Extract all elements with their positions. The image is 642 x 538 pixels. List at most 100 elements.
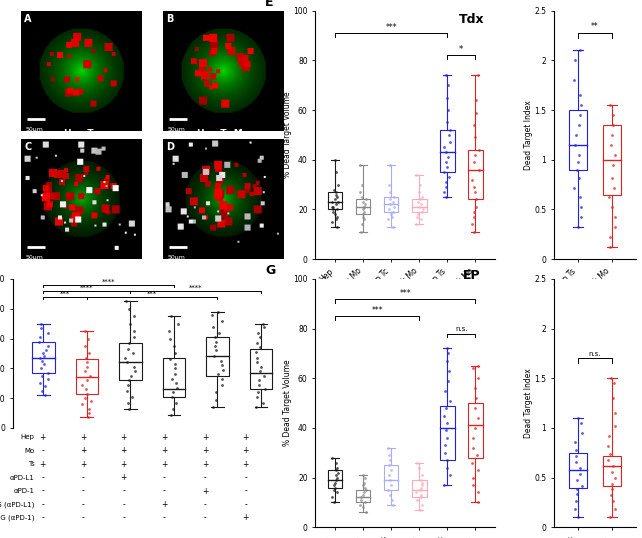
Point [83,404,94,413]
Point [473,488,483,497]
Point [383,215,393,224]
Point [82,363,92,371]
Point [440,71,451,80]
Text: +: + [40,433,46,442]
Point [386,210,397,218]
Point [82,390,92,398]
Point [385,451,395,459]
Point [216,357,227,365]
Point [469,384,480,393]
Point [356,495,366,504]
Point [82,358,92,367]
Text: ****: **** [189,284,202,291]
Point [385,491,395,499]
Bar [440,130,455,172]
Point [412,458,422,467]
Point [473,374,483,383]
Point [383,443,393,452]
Point [214,328,224,337]
Point [442,463,452,472]
Title: Hep Ts: Hep Ts [64,129,98,138]
Bar [603,456,621,485]
Point [469,158,480,167]
Point [384,180,394,189]
Point [608,462,618,470]
Point [331,471,342,479]
Bar [412,200,426,212]
Point [358,213,368,221]
Point [359,478,369,487]
Text: -: - [244,500,247,509]
Text: +: + [243,446,249,455]
Point [84,409,94,417]
Point [571,445,582,454]
Point [609,223,620,231]
Point [442,419,452,427]
Point [571,497,581,506]
Point [331,476,341,484]
Point [358,197,369,206]
Text: G: G [265,264,275,277]
Point [332,473,342,482]
Point [439,168,449,176]
Point [415,483,426,492]
Point [608,160,618,169]
Point [473,145,483,154]
Point [417,476,427,484]
Text: +: + [202,446,208,455]
Point [123,398,133,407]
Point [574,151,584,159]
Point [416,215,426,224]
Point [35,364,46,373]
Point [260,385,270,393]
Point [331,205,342,214]
Text: +: + [243,513,249,522]
Point [573,223,584,231]
Point [385,160,395,169]
Point [330,195,340,204]
Point [607,468,618,476]
Point [411,171,421,179]
Bar [162,358,185,397]
Text: +: + [40,459,46,469]
Point [328,208,338,216]
Point [35,353,45,362]
Text: +: + [121,446,127,455]
Point [473,466,483,475]
Text: -: - [41,473,44,482]
Bar [468,150,483,200]
Bar [603,125,621,195]
Point [609,183,619,192]
Point [442,456,452,464]
Point [331,200,342,209]
Point [358,205,369,214]
Point [355,188,365,196]
Point [572,475,582,484]
Point [86,397,96,406]
Text: Tdx: Tdx [459,13,485,26]
Point [387,495,397,504]
Point [473,71,483,80]
Bar [384,197,399,212]
Point [445,126,455,134]
Point [440,441,450,450]
Point [330,210,340,218]
Point [575,101,586,109]
Point [468,364,478,373]
Point [441,178,451,186]
Point [213,307,223,316]
Point [39,352,49,360]
Point [252,358,263,367]
Point [35,332,45,341]
Point [576,203,586,212]
Point [604,193,614,202]
Point [610,409,620,417]
Point [252,388,263,397]
Point [80,385,91,393]
Point [34,337,44,346]
Point [605,243,615,251]
Bar [468,403,483,458]
Text: 50μm: 50μm [168,255,186,260]
Point [414,203,424,211]
Point [169,370,180,379]
